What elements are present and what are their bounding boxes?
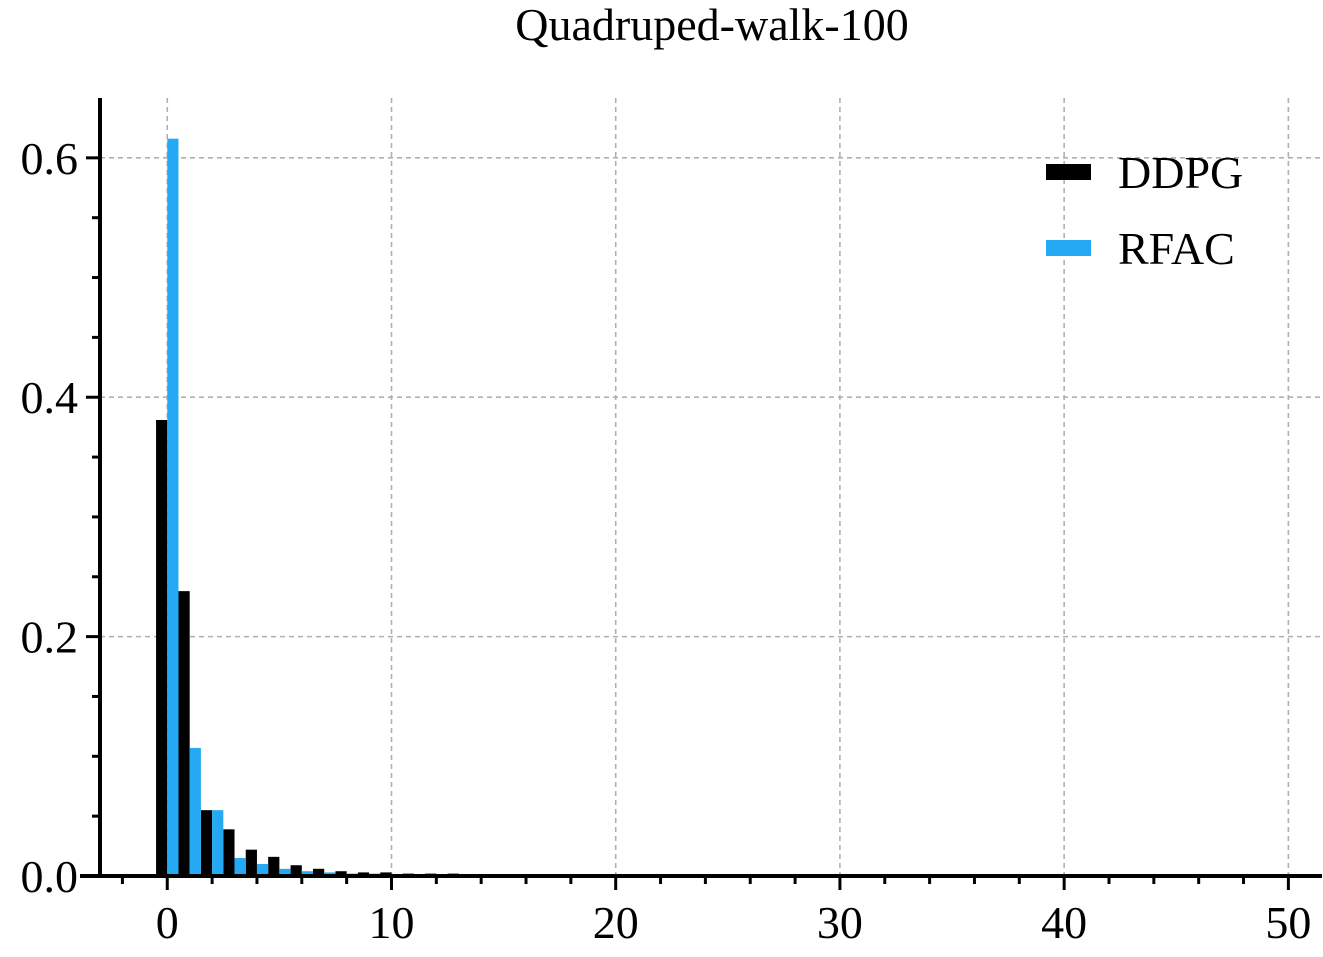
bar-ddpg: [268, 856, 280, 876]
y-tick-label: 0.0: [21, 851, 79, 902]
bar-ddpg: [313, 868, 325, 876]
y-tick-label: 0.2: [21, 612, 79, 663]
bar-ddpg: [178, 591, 190, 876]
bar-ddpg: [245, 849, 257, 876]
x-tick-label: 30: [817, 897, 863, 948]
bar-rfac: [256, 864, 269, 876]
bar-rfac: [301, 871, 314, 876]
x-tick-label: 0: [156, 897, 179, 948]
x-tick-label: 50: [1265, 897, 1311, 948]
legend-label-rfac: RFAC: [1118, 223, 1235, 274]
x-tick-label: 40: [1041, 897, 1087, 948]
y-tick-label: 0.4: [21, 372, 79, 423]
bar-ddpg: [223, 829, 235, 876]
bar-rfac: [167, 138, 179, 877]
grid: [100, 98, 1322, 876]
axes: 0 10 20 30 40 50 0.0 0.2 0.4 0.6: [21, 98, 1322, 948]
bar-ddpg: [290, 865, 302, 876]
legend-label-ddpg: DDPG: [1118, 147, 1243, 198]
bar-rfac: [234, 858, 246, 876]
bars: [156, 138, 504, 877]
x-tick-label: 10: [368, 897, 414, 948]
x-tick-label: 20: [593, 897, 639, 948]
legend-swatch-rfac: [1046, 240, 1091, 256]
legend-swatch-ddpg: [1046, 164, 1091, 180]
legend: DDPG RFAC: [1046, 147, 1243, 274]
y-tick-label: 0.6: [21, 133, 79, 184]
bar-rfac: [279, 868, 291, 876]
bar-rfac: [212, 810, 224, 876]
bar-ddpg: [156, 419, 168, 876]
bar-rfac: [189, 747, 201, 876]
bar-ddpg: [200, 810, 213, 876]
bar-ddpg: [335, 871, 347, 876]
chart-title: Quadruped-walk-100: [515, 0, 908, 50]
